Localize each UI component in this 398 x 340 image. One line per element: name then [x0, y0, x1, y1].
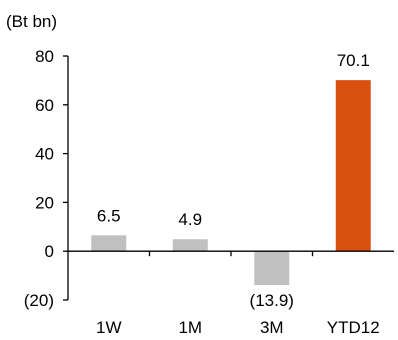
bars — [91, 80, 371, 286]
x-axis-ticks: 1W 1M 3M YTD12 — [96, 251, 380, 337]
bar-1w — [91, 235, 127, 252]
unit-label: (Bt bn) — [6, 12, 57, 31]
bar-1m — [172, 239, 208, 252]
bar-3m — [254, 251, 290, 286]
y-tick-label: 0 — [45, 242, 54, 261]
y-tick-label: 80 — [35, 47, 54, 66]
x-tick-label: YTD12 — [327, 318, 380, 337]
x-tick-label: 3M — [260, 318, 284, 337]
x-tick-label: 1M — [178, 318, 202, 337]
x-tick-label: 1W — [96, 318, 122, 337]
data-label-1w: 6.5 — [97, 206, 121, 225]
y-tick-label: 20 — [35, 193, 54, 212]
y-axis-ticks: 80 60 40 20 0 (20) — [24, 47, 68, 310]
bar-ytd12 — [335, 80, 371, 252]
y-tick-label: 40 — [35, 145, 54, 164]
data-label-1m: 4.9 — [178, 210, 202, 229]
data-label-ytd12: 70.1 — [337, 51, 370, 70]
data-label-3m: (13.9) — [250, 291, 294, 310]
data-labels: 6.5 4.9 (13.9) 70.1 — [97, 51, 370, 310]
y-tick-label: (20) — [24, 291, 54, 310]
y-tick-label: 60 — [35, 96, 54, 115]
